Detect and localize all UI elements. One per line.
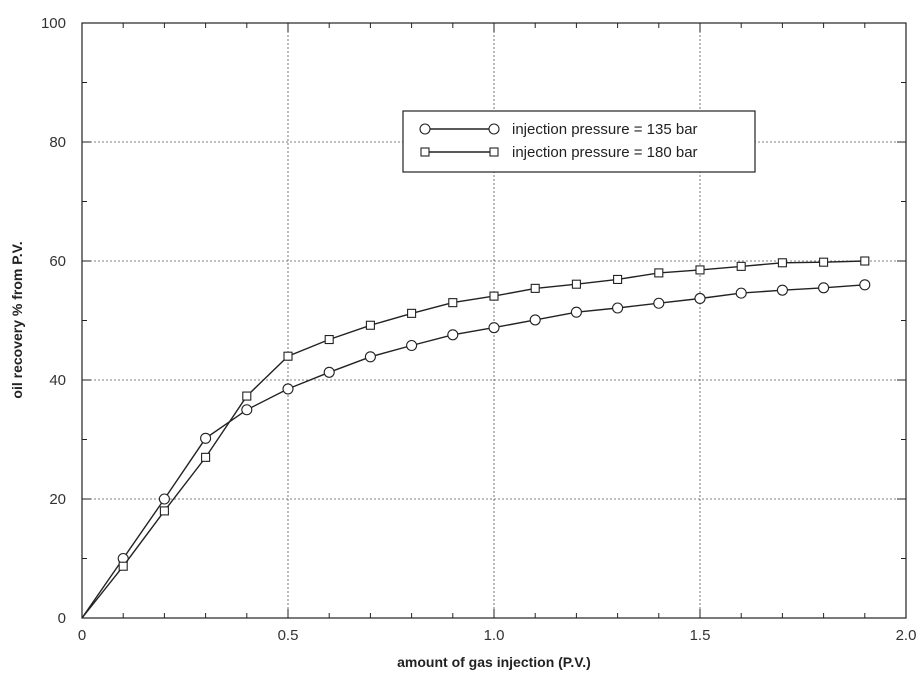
data-point-circle xyxy=(612,302,624,314)
y-axis-title: oil recovery % from P.V. xyxy=(9,241,25,398)
data-point-circle xyxy=(488,322,500,334)
x-tick-label: 2.0 xyxy=(896,627,917,644)
legend-marker-135 xyxy=(419,123,431,135)
data-point-circle xyxy=(859,279,871,291)
series-layer xyxy=(81,256,871,619)
data-point-circle xyxy=(364,351,376,363)
data-point-square xyxy=(736,261,746,271)
data-point-circle xyxy=(776,284,788,296)
x-tick-label: 1.0 xyxy=(484,627,505,644)
data-point-circle xyxy=(529,314,541,326)
data-point-square xyxy=(571,279,581,289)
axis-ticks xyxy=(81,22,907,619)
data-point-circle xyxy=(570,306,582,318)
data-point-circle xyxy=(694,292,706,305)
series-line xyxy=(81,284,865,619)
data-point-square xyxy=(407,308,417,318)
data-point-square xyxy=(860,256,870,266)
y-tick-label: 60 xyxy=(49,253,66,270)
legend-label-135: injection pressure = 135 bar xyxy=(512,121,698,138)
data-point-circle xyxy=(447,329,459,341)
data-point-square xyxy=(365,320,375,330)
legend-marker-180-end xyxy=(489,147,499,157)
x-tick-label: 0.5 xyxy=(278,627,299,644)
data-point-circle xyxy=(158,493,170,505)
y-tick-label: 20 xyxy=(49,491,66,508)
x-tick-labels: 0 0.5 1.0 1.5 2.0 xyxy=(78,627,917,644)
y-tick-label: 40 xyxy=(49,372,66,389)
data-point-square xyxy=(819,257,829,267)
y-tick-label: 100 xyxy=(41,15,66,32)
legend-label-180: injection pressure = 180 bar xyxy=(512,144,698,161)
data-point-square xyxy=(242,391,252,401)
y-tick-label: 80 xyxy=(49,134,66,151)
legend-marker-135-end xyxy=(488,123,500,135)
data-point-square xyxy=(777,258,787,268)
data-point-square xyxy=(489,291,499,301)
data-point-circle xyxy=(406,339,418,352)
data-point-square xyxy=(530,283,540,293)
data-point-circle xyxy=(200,432,212,444)
series-180-bar xyxy=(81,256,870,619)
data-point-circle xyxy=(735,287,747,299)
legend-box xyxy=(402,110,756,173)
legend: injection pressure = 135 bar injection p… xyxy=(402,110,756,173)
data-point-square xyxy=(324,334,334,345)
series-135-bar xyxy=(81,279,871,619)
data-point-circle xyxy=(323,366,335,378)
data-point-square xyxy=(448,298,458,308)
x-tick-label: 0 xyxy=(78,627,86,644)
data-point-circle xyxy=(818,282,830,294)
legend-marker-180 xyxy=(420,147,430,157)
data-point-circle xyxy=(282,383,294,395)
data-point-square xyxy=(159,506,169,516)
data-point-circle xyxy=(241,404,253,416)
x-axis-title: amount of gas injection (P.V.) xyxy=(397,654,591,670)
data-point-square xyxy=(118,561,128,571)
data-point-square xyxy=(613,274,623,284)
data-point-square xyxy=(695,265,705,275)
data-point-circle xyxy=(653,297,665,309)
series-line xyxy=(81,260,865,619)
data-point-square xyxy=(283,351,293,361)
y-tick-label: 0 xyxy=(58,610,66,627)
x-tick-label: 1.5 xyxy=(690,627,711,644)
data-point-square xyxy=(654,268,664,278)
data-point-square xyxy=(201,452,211,462)
y-tick-labels: 0 20 40 60 80 100 xyxy=(41,15,66,627)
